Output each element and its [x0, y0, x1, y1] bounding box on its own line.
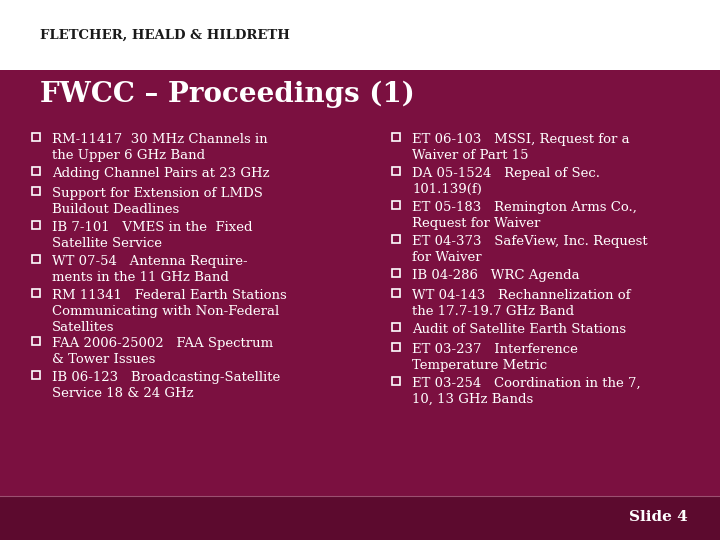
Bar — [392, 377, 400, 385]
Bar — [32, 255, 40, 263]
Bar — [32, 187, 40, 195]
Bar — [392, 201, 400, 209]
Text: ET 03-254   Coordination in the 7,
10, 13 GHz Bands: ET 03-254 Coordination in the 7, 10, 13 … — [412, 377, 641, 406]
Text: ET 06-103   MSSI, Request for a
Waiver of Part 15: ET 06-103 MSSI, Request for a Waiver of … — [412, 133, 629, 162]
Text: RM 11341   Federal Earth Stations
Communicating with Non-Federal
Satellites: RM 11341 Federal Earth Stations Communic… — [52, 289, 287, 334]
Text: Support for Extension of LMDS
Buildout Deadlines: Support for Extension of LMDS Buildout D… — [52, 187, 263, 216]
Bar — [32, 167, 40, 175]
Bar — [32, 289, 40, 297]
Text: FLETCHER, HEALD & HILDRETH: FLETCHER, HEALD & HILDRETH — [40, 29, 289, 42]
Text: FAA 2006-25002   FAA Spectrum
& Tower Issues: FAA 2006-25002 FAA Spectrum & Tower Issu… — [52, 337, 273, 366]
Text: Slide 4: Slide 4 — [629, 510, 688, 524]
Bar — [392, 167, 400, 175]
Bar — [32, 133, 40, 141]
Bar — [392, 323, 400, 331]
Bar — [392, 133, 400, 141]
Text: DA 05-1524   Repeal of Sec.
101.139(f): DA 05-1524 Repeal of Sec. 101.139(f) — [412, 167, 600, 196]
Text: WT 04-143   Rechannelization of
the 17.7-19.7 GHz Band: WT 04-143 Rechannelization of the 17.7-1… — [412, 289, 631, 318]
Text: ET 04-373   SafeView, Inc. Request
for Waiver: ET 04-373 SafeView, Inc. Request for Wai… — [412, 235, 647, 264]
Text: RM-11417  30 MHz Channels in
the Upper 6 GHz Band: RM-11417 30 MHz Channels in the Upper 6 … — [52, 133, 268, 162]
Bar — [392, 269, 400, 277]
Text: ET 05-183   Remington Arms Co.,
Request for Waiver: ET 05-183 Remington Arms Co., Request fo… — [412, 201, 637, 230]
Text: IB 04-286   WRC Agenda: IB 04-286 WRC Agenda — [412, 269, 580, 282]
Text: WT 07-54   Antenna Require-
ments in the 11 GHz Band: WT 07-54 Antenna Require- ments in the 1… — [52, 255, 248, 284]
Bar — [392, 235, 400, 243]
Text: Adding Channel Pairs at 23 GHz: Adding Channel Pairs at 23 GHz — [52, 167, 269, 180]
Text: FWCC – Proceedings (1): FWCC – Proceedings (1) — [40, 81, 414, 108]
Bar — [32, 221, 40, 229]
Text: IB 7-101   VMES in the  Fixed
Satellite Service: IB 7-101 VMES in the Fixed Satellite Ser… — [52, 221, 253, 250]
Bar — [392, 343, 400, 351]
Bar — [32, 371, 40, 379]
Text: Audit of Satellite Earth Stations: Audit of Satellite Earth Stations — [412, 323, 626, 336]
Text: IB 06-123   Broadcasting-Satellite
Service 18 & 24 GHz: IB 06-123 Broadcasting-Satellite Service… — [52, 371, 280, 400]
Bar — [32, 337, 40, 345]
Text: ET 03-237   Interference
Temperature Metric: ET 03-237 Interference Temperature Metri… — [412, 343, 578, 372]
Bar — [392, 289, 400, 297]
